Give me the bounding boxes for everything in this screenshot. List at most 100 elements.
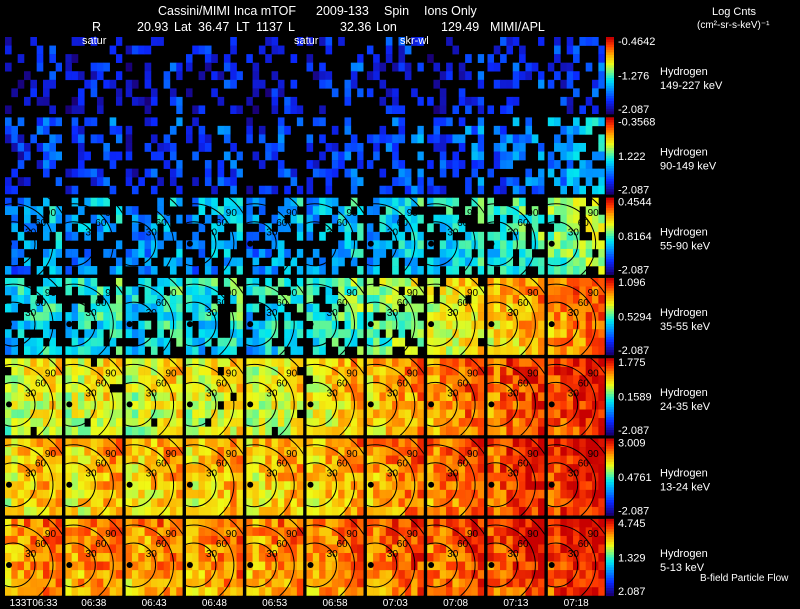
- heat-cell: [115, 96, 123, 106]
- heat-cell: [84, 320, 91, 330]
- heat-cell: [236, 392, 243, 402]
- heat-cell: [290, 329, 298, 339]
- heat-cell: [296, 105, 304, 114]
- contour-line: [65, 444, 114, 516]
- heat-cell: [24, 455, 31, 465]
- heat-cell: [385, 295, 393, 304]
- heat-cell: [71, 535, 79, 545]
- heat-cell: [585, 240, 593, 250]
- heat-cell: [525, 472, 533, 482]
- contour-label: 30: [85, 228, 97, 239]
- heat-cell: [465, 426, 472, 436]
- heat-cell: [531, 346, 539, 355]
- heat-cell: [17, 400, 25, 410]
- heat-cell: [277, 570, 285, 579]
- colorbar-step: [606, 241, 614, 245]
- heat-cell: [109, 498, 117, 508]
- heat-cell: [477, 142, 485, 152]
- heat-cell: [230, 295, 237, 304]
- contour-line: [366, 524, 416, 596]
- heat-cell: [554, 570, 561, 579]
- heat-cell: [487, 197, 495, 207]
- contour-label: 60: [35, 298, 47, 309]
- heat-cell: [554, 489, 561, 499]
- heat-cell: [493, 561, 501, 571]
- heat-cell: [433, 544, 441, 554]
- heat-cell: [538, 518, 545, 528]
- heat-cell: [379, 185, 387, 195]
- heat-cell: [96, 418, 104, 427]
- heat-cell: [538, 392, 545, 402]
- heat-cell: [125, 151, 133, 161]
- heat-cell: [592, 447, 599, 456]
- contour-label: 90: [45, 529, 57, 540]
- heat-cell: [103, 295, 110, 304]
- contour-label: 30: [266, 228, 278, 239]
- heat-cell: [144, 358, 152, 368]
- heat-cell: [471, 455, 479, 465]
- heat-cell: [525, 177, 533, 187]
- heat-cell: [90, 587, 98, 596]
- heat-cell: [169, 578, 177, 588]
- heat-cell: [65, 447, 72, 456]
- heat-cell: [71, 455, 79, 465]
- heat-cell: [277, 409, 285, 419]
- heat-cell: [477, 151, 485, 161]
- colorbar-tick-label: 0.1589: [618, 392, 652, 404]
- colorbar-step: [606, 339, 614, 343]
- heat-cell: [211, 447, 218, 456]
- panel-grid: 3060903060903060903060903060903060903060…: [5, 37, 605, 596]
- heat-cell: [554, 206, 561, 216]
- heat-cell: [150, 88, 158, 98]
- heat-cell: [277, 400, 285, 410]
- heat-cell: [379, 527, 387, 537]
- heat-cell: [404, 62, 412, 72]
- heat-cell: [566, 409, 574, 419]
- colorbar-step: [606, 448, 614, 452]
- contour-line: [487, 381, 518, 427]
- heat-cell: [506, 472, 514, 482]
- heat-cell: [344, 426, 352, 436]
- heat-cell: [500, 105, 507, 114]
- heat-cell: [223, 570, 231, 579]
- heat-cell: [525, 303, 533, 313]
- heat-cell: [198, 375, 206, 385]
- heat-cell: [131, 231, 139, 241]
- heat-cell: [458, 587, 466, 596]
- heat-cell: [176, 160, 183, 169]
- heat-cell: [176, 518, 183, 528]
- contour-label: 60: [156, 459, 168, 470]
- heat-cell: [236, 447, 243, 456]
- heat-cell: [433, 117, 441, 127]
- heat-cell: [65, 418, 72, 427]
- contour-label: 90: [407, 288, 419, 299]
- heat-cell: [198, 527, 206, 537]
- colorbar-step: [606, 477, 614, 480]
- spacecraft-marker: [126, 562, 133, 568]
- heat-cell: [554, 438, 561, 448]
- contour-label: 90: [407, 369, 419, 380]
- heat-cell: [366, 337, 374, 347]
- heat-cell: [487, 312, 495, 321]
- heat-cell: [560, 185, 567, 195]
- heat-cell: [144, 392, 152, 402]
- heat-cell: [373, 418, 380, 427]
- heat-cell: [493, 553, 501, 562]
- heat-cell: [433, 197, 441, 207]
- contour-label: 60: [457, 298, 469, 309]
- heat-cell: [344, 544, 352, 554]
- heat-cell: [55, 455, 62, 465]
- heat-cell: [366, 277, 374, 287]
- heat-cell: [500, 570, 507, 579]
- heat-cell: [585, 223, 593, 233]
- heat-cell: [433, 185, 441, 195]
- heat-cell: [385, 587, 393, 596]
- contour-line: [547, 203, 597, 275]
- contour-line: [427, 381, 458, 427]
- heat-cell: [211, 277, 218, 287]
- heat-cell: [566, 160, 574, 169]
- colorbar-step: [606, 461, 614, 465]
- heat-cell: [471, 409, 479, 419]
